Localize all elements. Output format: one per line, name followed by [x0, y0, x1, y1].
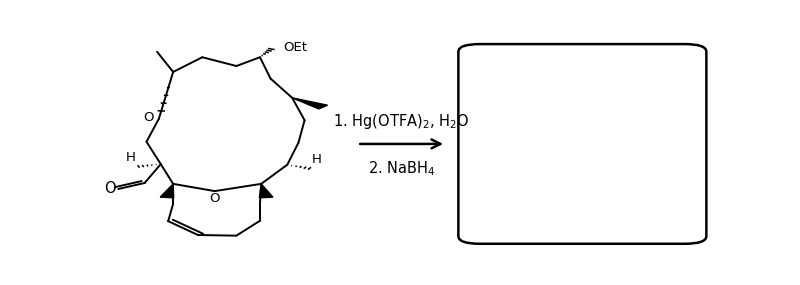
Text: O: O — [104, 182, 115, 196]
Text: H: H — [126, 151, 136, 164]
Polygon shape — [160, 184, 174, 198]
Text: 1. Hg(OTFA)$_2$, H$_2$O: 1. Hg(OTFA)$_2$, H$_2$O — [334, 112, 470, 131]
FancyBboxPatch shape — [458, 44, 706, 244]
Text: H: H — [312, 153, 322, 166]
Text: O: O — [143, 111, 154, 124]
Text: O: O — [210, 192, 220, 205]
Text: OEt: OEt — [283, 41, 307, 54]
Polygon shape — [292, 98, 327, 109]
Text: 2. NaBH$_4$: 2. NaBH$_4$ — [368, 160, 435, 178]
Polygon shape — [259, 184, 273, 198]
